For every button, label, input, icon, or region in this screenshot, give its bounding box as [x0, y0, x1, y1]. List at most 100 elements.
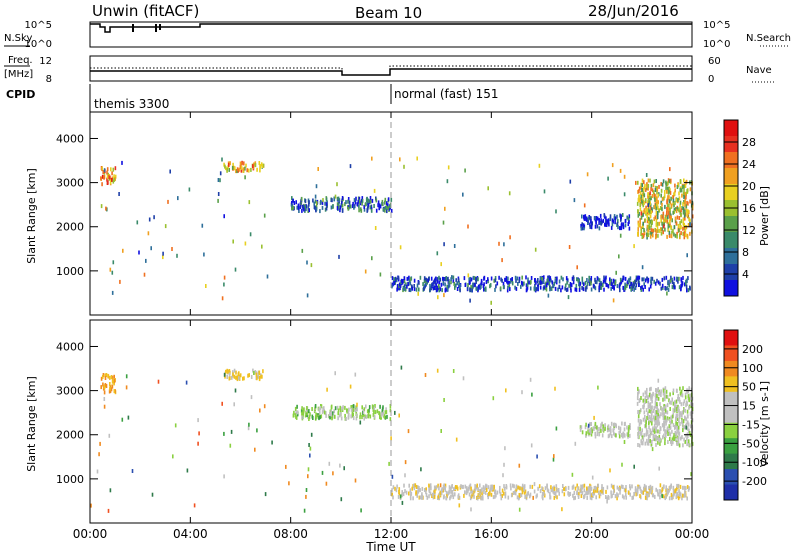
scatter-point [678, 396, 681, 401]
scatter-point [690, 472, 692, 477]
scatter-point [569, 491, 572, 496]
scatter-point [610, 429, 612, 433]
scatter-point [642, 197, 644, 202]
scatter-point [410, 491, 412, 496]
scatter-point [391, 492, 393, 497]
scatter-point [607, 218, 610, 223]
scatter-point [291, 200, 293, 205]
scatter-point [640, 215, 643, 220]
y-tick-label: 4000 [56, 132, 84, 145]
scatter-point [640, 194, 642, 199]
scatter-point [647, 183, 650, 188]
scatter-point [363, 204, 365, 209]
scatter-point [623, 422, 626, 427]
scatter-point [669, 200, 672, 205]
scatter-point [664, 214, 667, 219]
scatter-point [433, 494, 436, 499]
scatter-point [396, 284, 399, 288]
scatter-point [376, 409, 379, 414]
scatter-point [145, 258, 147, 263]
scatter-point [673, 281, 675, 286]
scatter-point [440, 262, 442, 267]
scatter-point [662, 388, 665, 393]
scatter-point [485, 488, 488, 492]
scatter-point [413, 284, 415, 288]
scatter-point [678, 196, 681, 201]
scatter-point [334, 371, 336, 376]
scatter-point [674, 488, 677, 493]
scatter-point [109, 389, 112, 393]
scatter-point [661, 221, 663, 226]
scatter-point [679, 204, 681, 209]
scatter-point [308, 409, 310, 413]
scatter-point [428, 489, 431, 494]
scatter-point [388, 461, 390, 466]
scatter-point [414, 483, 417, 488]
scatter-point [363, 416, 365, 421]
scatter-point [654, 185, 657, 190]
scatter-point [417, 485, 419, 490]
scatter-point [452, 279, 455, 284]
scatter-point [203, 252, 205, 257]
scatter-point [666, 428, 669, 433]
scatter-point [636, 491, 639, 496]
scatter-point [649, 178, 651, 183]
scatter-point [689, 222, 691, 227]
scatter-point [470, 284, 472, 289]
scatter-point [671, 419, 673, 424]
scatter-point [659, 281, 661, 286]
scatter-point [239, 373, 242, 378]
scatter-point [630, 281, 633, 286]
scatter-point [643, 277, 645, 282]
scatter-point [488, 491, 490, 496]
scatter-point [346, 408, 348, 413]
scatter-point [680, 436, 682, 441]
scatter-point [670, 178, 672, 183]
scatter-point [622, 285, 624, 290]
scatter-point [668, 230, 671, 235]
scatter-point [403, 279, 406, 284]
scatter-point [667, 195, 669, 200]
scatter-point [243, 376, 245, 381]
scatter-point [629, 426, 631, 430]
scatter-point [375, 198, 378, 203]
scatter-point [605, 282, 608, 287]
colorbar-segment [724, 484, 738, 501]
scatter-point [360, 208, 363, 213]
scatter-point [481, 487, 483, 492]
scatter-point [646, 387, 648, 392]
scatter-point [357, 199, 360, 204]
scatter-point [164, 224, 167, 229]
scatter-point [673, 404, 676, 409]
scatter-point [336, 206, 339, 210]
scatter-point [388, 206, 391, 211]
scatter-point [369, 196, 372, 200]
scatter-point [647, 436, 650, 441]
scatter-point [309, 446, 312, 451]
scatter-point [660, 227, 662, 232]
scatter-layer [90, 156, 694, 513]
scatter-point [347, 414, 350, 419]
scatter-point [568, 245, 571, 249]
scatter-point [672, 228, 674, 233]
scatter-point [371, 404, 374, 409]
scatter-point [689, 199, 691, 204]
scatter-point [303, 508, 306, 513]
scatter-point [510, 493, 513, 498]
scatter-point [651, 188, 654, 193]
scatter-point [378, 206, 380, 211]
scatter-point [438, 495, 441, 500]
scatter-point [619, 426, 622, 431]
scatter-point [391, 284, 393, 289]
scatter-point [356, 407, 358, 412]
scatter-point [689, 187, 692, 192]
scatter-point [125, 374, 128, 379]
scatter-point [371, 198, 374, 203]
scatter-point [429, 283, 431, 288]
scatter-point [579, 281, 581, 286]
scatter-point [553, 454, 555, 459]
scatter-point [554, 386, 556, 391]
scatter-point [679, 484, 682, 489]
colorbar-segment [724, 184, 738, 201]
scatter-point [423, 286, 425, 291]
